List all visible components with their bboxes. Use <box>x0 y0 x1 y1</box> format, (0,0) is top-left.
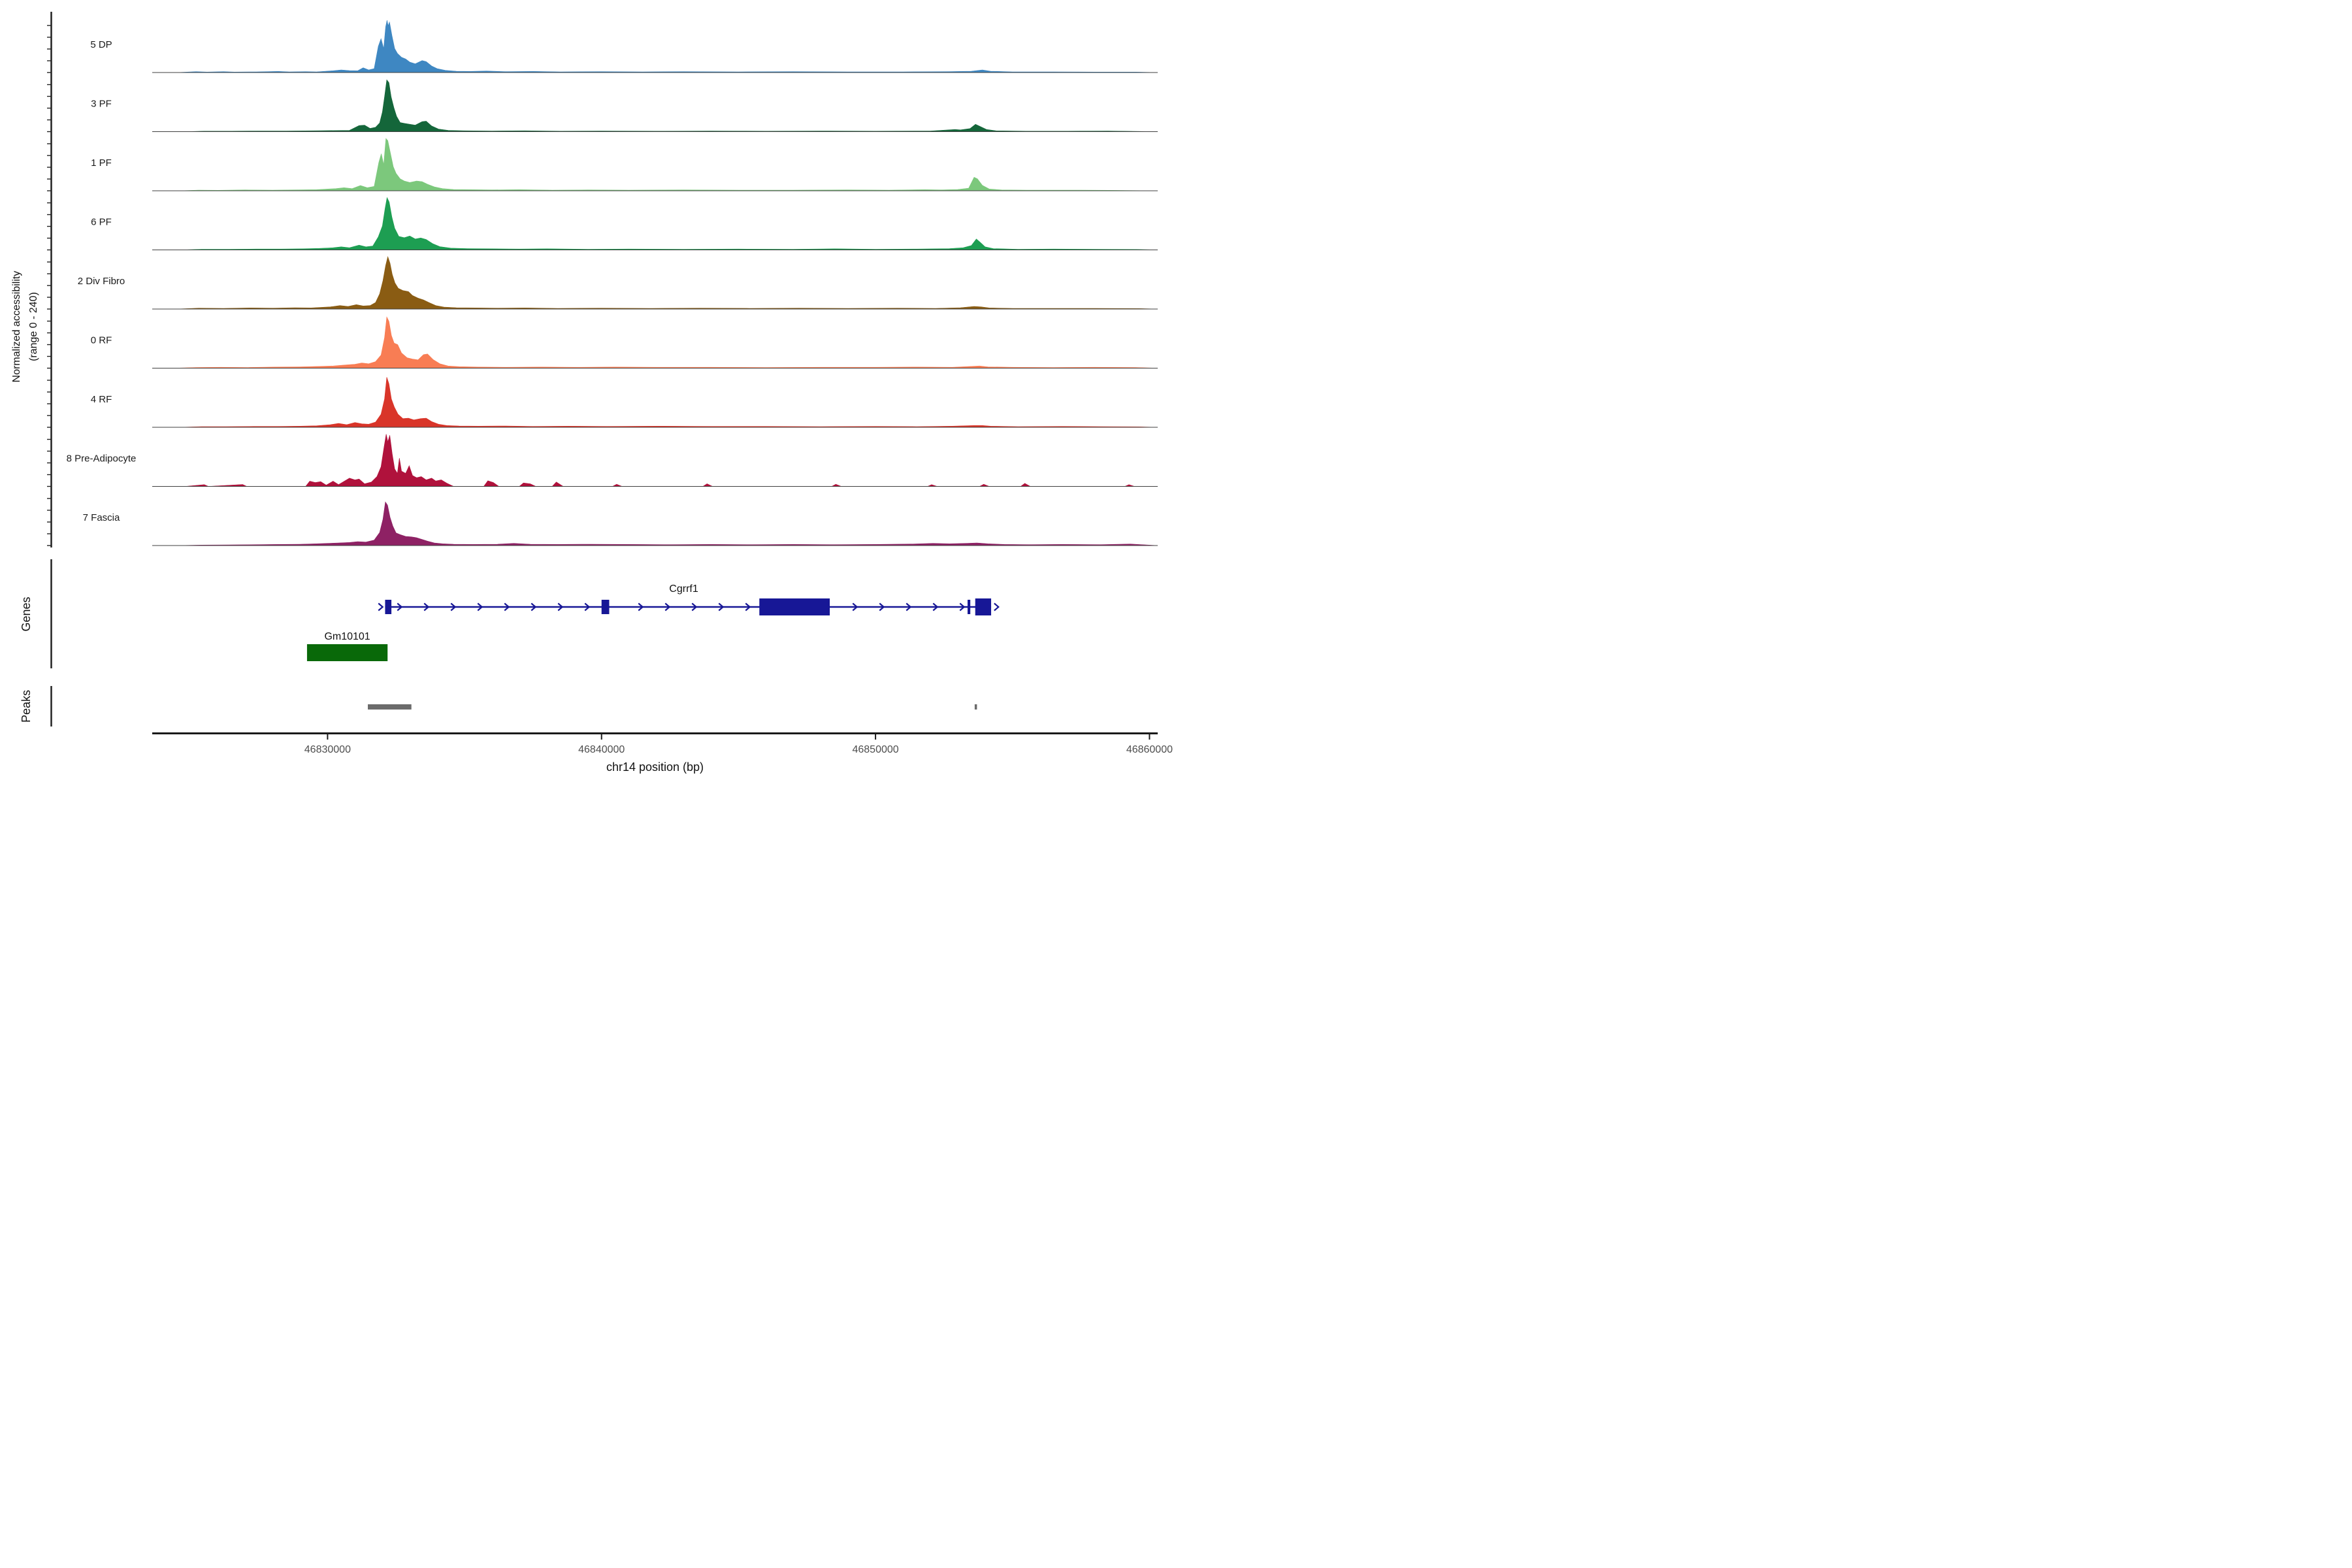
track-area-6-pf <box>182 197 1158 250</box>
peak-interval-bar <box>368 704 412 710</box>
track-label-0-rf: 0 RF <box>91 335 112 346</box>
strand-chevron-right <box>638 602 644 612</box>
strand-chevron-right <box>691 602 698 612</box>
gene-exon-cgrrf1 <box>759 598 830 615</box>
strand-chevron-right <box>906 602 912 612</box>
strand-chevron-right <box>879 602 885 612</box>
strand-chevron-right <box>477 602 483 612</box>
gene-exon-cgrrf1 <box>975 598 992 615</box>
track-area-4-rf <box>179 377 1158 428</box>
strand-chevron-right <box>504 602 510 612</box>
x-tick-label-46840000: 46840000 <box>578 744 625 755</box>
peaks-section-label: Peaks <box>20 690 33 723</box>
track-2-div-fibro <box>152 255 1158 310</box>
strand-chevron-right <box>745 602 751 612</box>
x-axis-title: chr14 position (bp) <box>606 760 704 774</box>
y-axis-title-line2: (range 0 - 240) <box>28 292 39 361</box>
track-5-dp <box>152 20 1158 73</box>
x-tick-label-46860000: 46860000 <box>1126 744 1173 755</box>
strand-chevron-right <box>557 602 564 612</box>
x-tick-label-46850000: 46850000 <box>852 744 898 755</box>
track-8-pre-adipocyte <box>152 434 1158 487</box>
track-label-1-pf: 1 PF <box>91 157 112 169</box>
track-3-pf <box>152 79 1158 132</box>
strand-chevron-tss <box>378 602 384 612</box>
figure-canvas: Normalized accessibility (range 0 - 240)… <box>11 12 1173 774</box>
track-label-2-div-fibro: 2 Div Fibro <box>78 276 125 287</box>
strand-chevron-right <box>959 602 966 612</box>
y-axis-title-line1: Normalized accessibility <box>11 271 22 383</box>
strand-chevron-end <box>994 602 1000 612</box>
track-area-7-fascia <box>176 501 1158 546</box>
track-area-3-pf <box>185 79 1158 132</box>
gene-exon-cgrrf1 <box>601 600 610 614</box>
track-4-rf <box>152 377 1158 428</box>
track-label-4-rf: 4 RF <box>91 394 112 405</box>
track-0-rf <box>152 316 1158 368</box>
strand-chevron-right <box>718 602 725 612</box>
accessibility-tracks <box>152 20 1158 546</box>
track-label-7-fascia: 7 Fascia <box>83 512 120 523</box>
called-peaks <box>368 704 977 710</box>
gene-box-gm10101 <box>306 644 388 661</box>
genome-browser-figure: Normalized accessibility (range 0 - 240)… <box>0 0 1176 784</box>
track-6-pf <box>152 197 1158 250</box>
x-tick-label-46830000: 46830000 <box>304 744 351 755</box>
tracks-axis-bracket <box>47 12 52 547</box>
track-label-3-pf: 3 PF <box>91 98 112 109</box>
track-1-pf <box>152 138 1158 191</box>
track-7-fascia <box>152 501 1158 546</box>
strand-chevron-right <box>531 602 537 612</box>
track-area-8-pre-adipocyte <box>185 434 1158 487</box>
gene-label-cgrrf1: Cgrrf1 <box>669 583 698 595</box>
track-label-5-dp: 5 DP <box>90 39 112 50</box>
track-area-5-dp <box>176 20 1158 73</box>
strand-chevron-right <box>584 602 591 612</box>
x-axis-tick-labels: 46830000 46840000 46850000 46860000 <box>304 744 1173 755</box>
track-label-6-pf: 6 PF <box>91 216 112 227</box>
gene-exon-cgrrf1 <box>385 600 392 614</box>
gene-label-gm10101: Gm10101 <box>324 631 370 642</box>
strand-chevron-right <box>664 602 671 612</box>
genes-section-label: Genes <box>20 596 33 631</box>
strand-chevron-right <box>397 602 403 612</box>
x-axis <box>152 732 1158 740</box>
peak-interval-bar <box>974 704 977 710</box>
track-area-0-rf <box>174 316 1158 368</box>
strand-chevron-right <box>852 602 858 612</box>
track-area-2-div-fibro <box>176 255 1158 310</box>
gene-exon-cgrrf1 <box>967 600 971 614</box>
strand-chevron-right <box>450 602 457 612</box>
strand-chevron-right <box>932 602 939 612</box>
strand-chevron-right <box>423 602 430 612</box>
gene-models <box>306 598 1000 661</box>
track-labels: 5 DP 3 PF 1 PF 6 PF 2 Div Fibro 0 RF 4 R… <box>67 39 137 523</box>
track-area-1-pf <box>179 138 1158 191</box>
track-label-8-pre-adipocyte: 8 Pre-Adipocyte <box>67 453 137 464</box>
